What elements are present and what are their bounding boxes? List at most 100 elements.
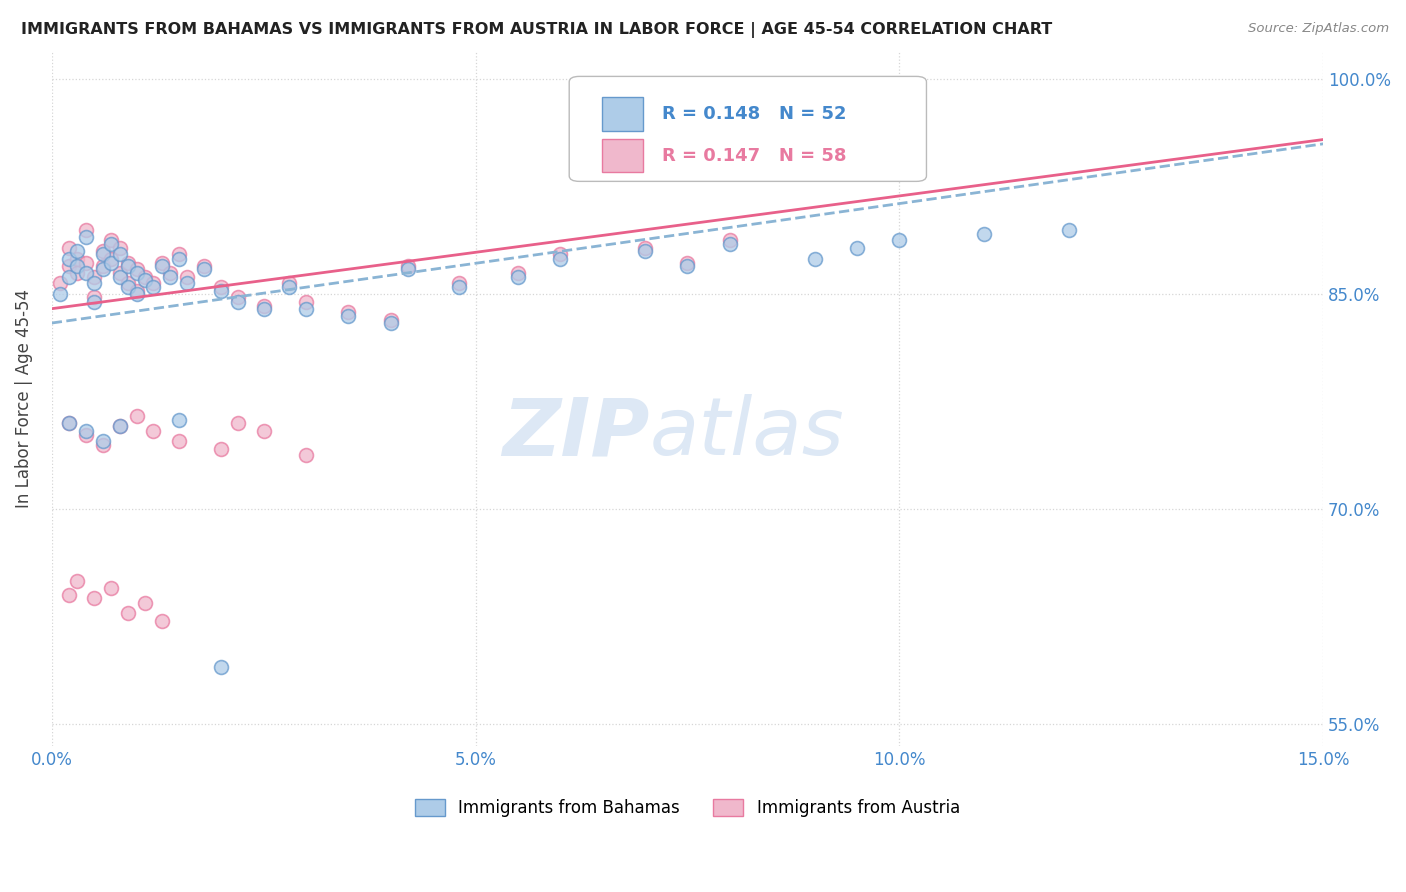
Point bbox=[447, 280, 470, 294]
Point bbox=[253, 774, 276, 789]
Text: R = 0.148   N = 52: R = 0.148 N = 52 bbox=[662, 105, 846, 123]
Point bbox=[100, 581, 122, 595]
Point bbox=[108, 266, 131, 280]
Point bbox=[117, 606, 139, 620]
Point bbox=[83, 591, 105, 606]
Point bbox=[134, 595, 156, 609]
Point bbox=[108, 419, 131, 434]
Point bbox=[295, 301, 318, 316]
Point bbox=[91, 261, 114, 276]
Point bbox=[396, 259, 419, 273]
Point bbox=[150, 614, 173, 628]
Point bbox=[83, 270, 105, 285]
Point bbox=[253, 301, 276, 316]
Point bbox=[167, 252, 190, 266]
Point bbox=[117, 280, 139, 294]
Point bbox=[49, 287, 72, 301]
Point bbox=[91, 438, 114, 452]
Point bbox=[253, 299, 276, 313]
Point bbox=[295, 294, 318, 309]
Point bbox=[278, 280, 301, 294]
Point bbox=[75, 256, 97, 270]
Point bbox=[718, 233, 741, 247]
Point bbox=[176, 276, 198, 290]
Point bbox=[117, 259, 139, 273]
Point bbox=[506, 270, 529, 285]
Point bbox=[108, 242, 131, 256]
Point bbox=[91, 247, 114, 261]
Point bbox=[295, 448, 318, 462]
Point bbox=[889, 233, 911, 247]
Point bbox=[634, 244, 657, 259]
Point bbox=[58, 252, 80, 266]
Point bbox=[108, 419, 131, 434]
Point bbox=[117, 276, 139, 290]
Point bbox=[550, 252, 572, 266]
Point bbox=[75, 424, 97, 438]
Point bbox=[159, 266, 181, 280]
Point bbox=[337, 309, 360, 323]
Point bbox=[125, 287, 148, 301]
Point bbox=[176, 270, 198, 285]
Point bbox=[150, 256, 173, 270]
Point bbox=[396, 261, 419, 276]
Point bbox=[142, 280, 165, 294]
Point bbox=[58, 270, 80, 285]
Legend: Immigrants from Bahamas, Immigrants from Austria: Immigrants from Bahamas, Immigrants from… bbox=[408, 792, 966, 824]
Point bbox=[125, 409, 148, 424]
Text: R = 0.147   N = 58: R = 0.147 N = 58 bbox=[662, 146, 846, 165]
Point bbox=[66, 574, 89, 588]
FancyBboxPatch shape bbox=[602, 97, 643, 130]
Point bbox=[100, 252, 122, 266]
Point bbox=[134, 270, 156, 285]
Point bbox=[125, 261, 148, 276]
Text: ZIP: ZIP bbox=[502, 394, 650, 472]
Point bbox=[58, 242, 80, 256]
Point bbox=[550, 247, 572, 261]
Point bbox=[125, 266, 148, 280]
Point bbox=[337, 304, 360, 318]
Point bbox=[150, 259, 173, 273]
Point bbox=[58, 588, 80, 602]
Point bbox=[209, 442, 232, 457]
Point bbox=[209, 285, 232, 299]
Point bbox=[803, 252, 825, 266]
Point bbox=[226, 417, 249, 431]
Point bbox=[125, 285, 148, 299]
Point bbox=[117, 256, 139, 270]
Point bbox=[209, 280, 232, 294]
Point bbox=[973, 227, 995, 242]
FancyBboxPatch shape bbox=[569, 77, 927, 181]
Point bbox=[58, 259, 80, 273]
Point bbox=[226, 294, 249, 309]
Point bbox=[380, 313, 402, 327]
Text: IMMIGRANTS FROM BAHAMAS VS IMMIGRANTS FROM AUSTRIA IN LABOR FORCE | AGE 45-54 CO: IMMIGRANTS FROM BAHAMAS VS IMMIGRANTS FR… bbox=[21, 22, 1052, 38]
Point bbox=[83, 290, 105, 304]
Point bbox=[91, 244, 114, 259]
Point bbox=[100, 233, 122, 247]
Point bbox=[83, 276, 105, 290]
Point bbox=[278, 276, 301, 290]
Point bbox=[108, 270, 131, 285]
Point bbox=[253, 424, 276, 438]
Point bbox=[108, 247, 131, 261]
Point bbox=[226, 290, 249, 304]
Point bbox=[91, 259, 114, 273]
Point bbox=[159, 270, 181, 285]
Point bbox=[75, 230, 97, 244]
Point bbox=[75, 266, 97, 280]
Y-axis label: In Labor Force | Age 45-54: In Labor Force | Age 45-54 bbox=[15, 289, 32, 508]
Point bbox=[58, 417, 80, 431]
FancyBboxPatch shape bbox=[602, 139, 643, 172]
Point bbox=[75, 223, 97, 237]
Point bbox=[676, 256, 699, 270]
Point bbox=[634, 242, 657, 256]
Point bbox=[75, 427, 97, 442]
Point bbox=[66, 252, 89, 266]
Point bbox=[209, 660, 232, 674]
Text: atlas: atlas bbox=[650, 394, 844, 472]
Point bbox=[193, 261, 215, 276]
Point bbox=[380, 316, 402, 330]
Point bbox=[66, 259, 89, 273]
Point bbox=[66, 266, 89, 280]
